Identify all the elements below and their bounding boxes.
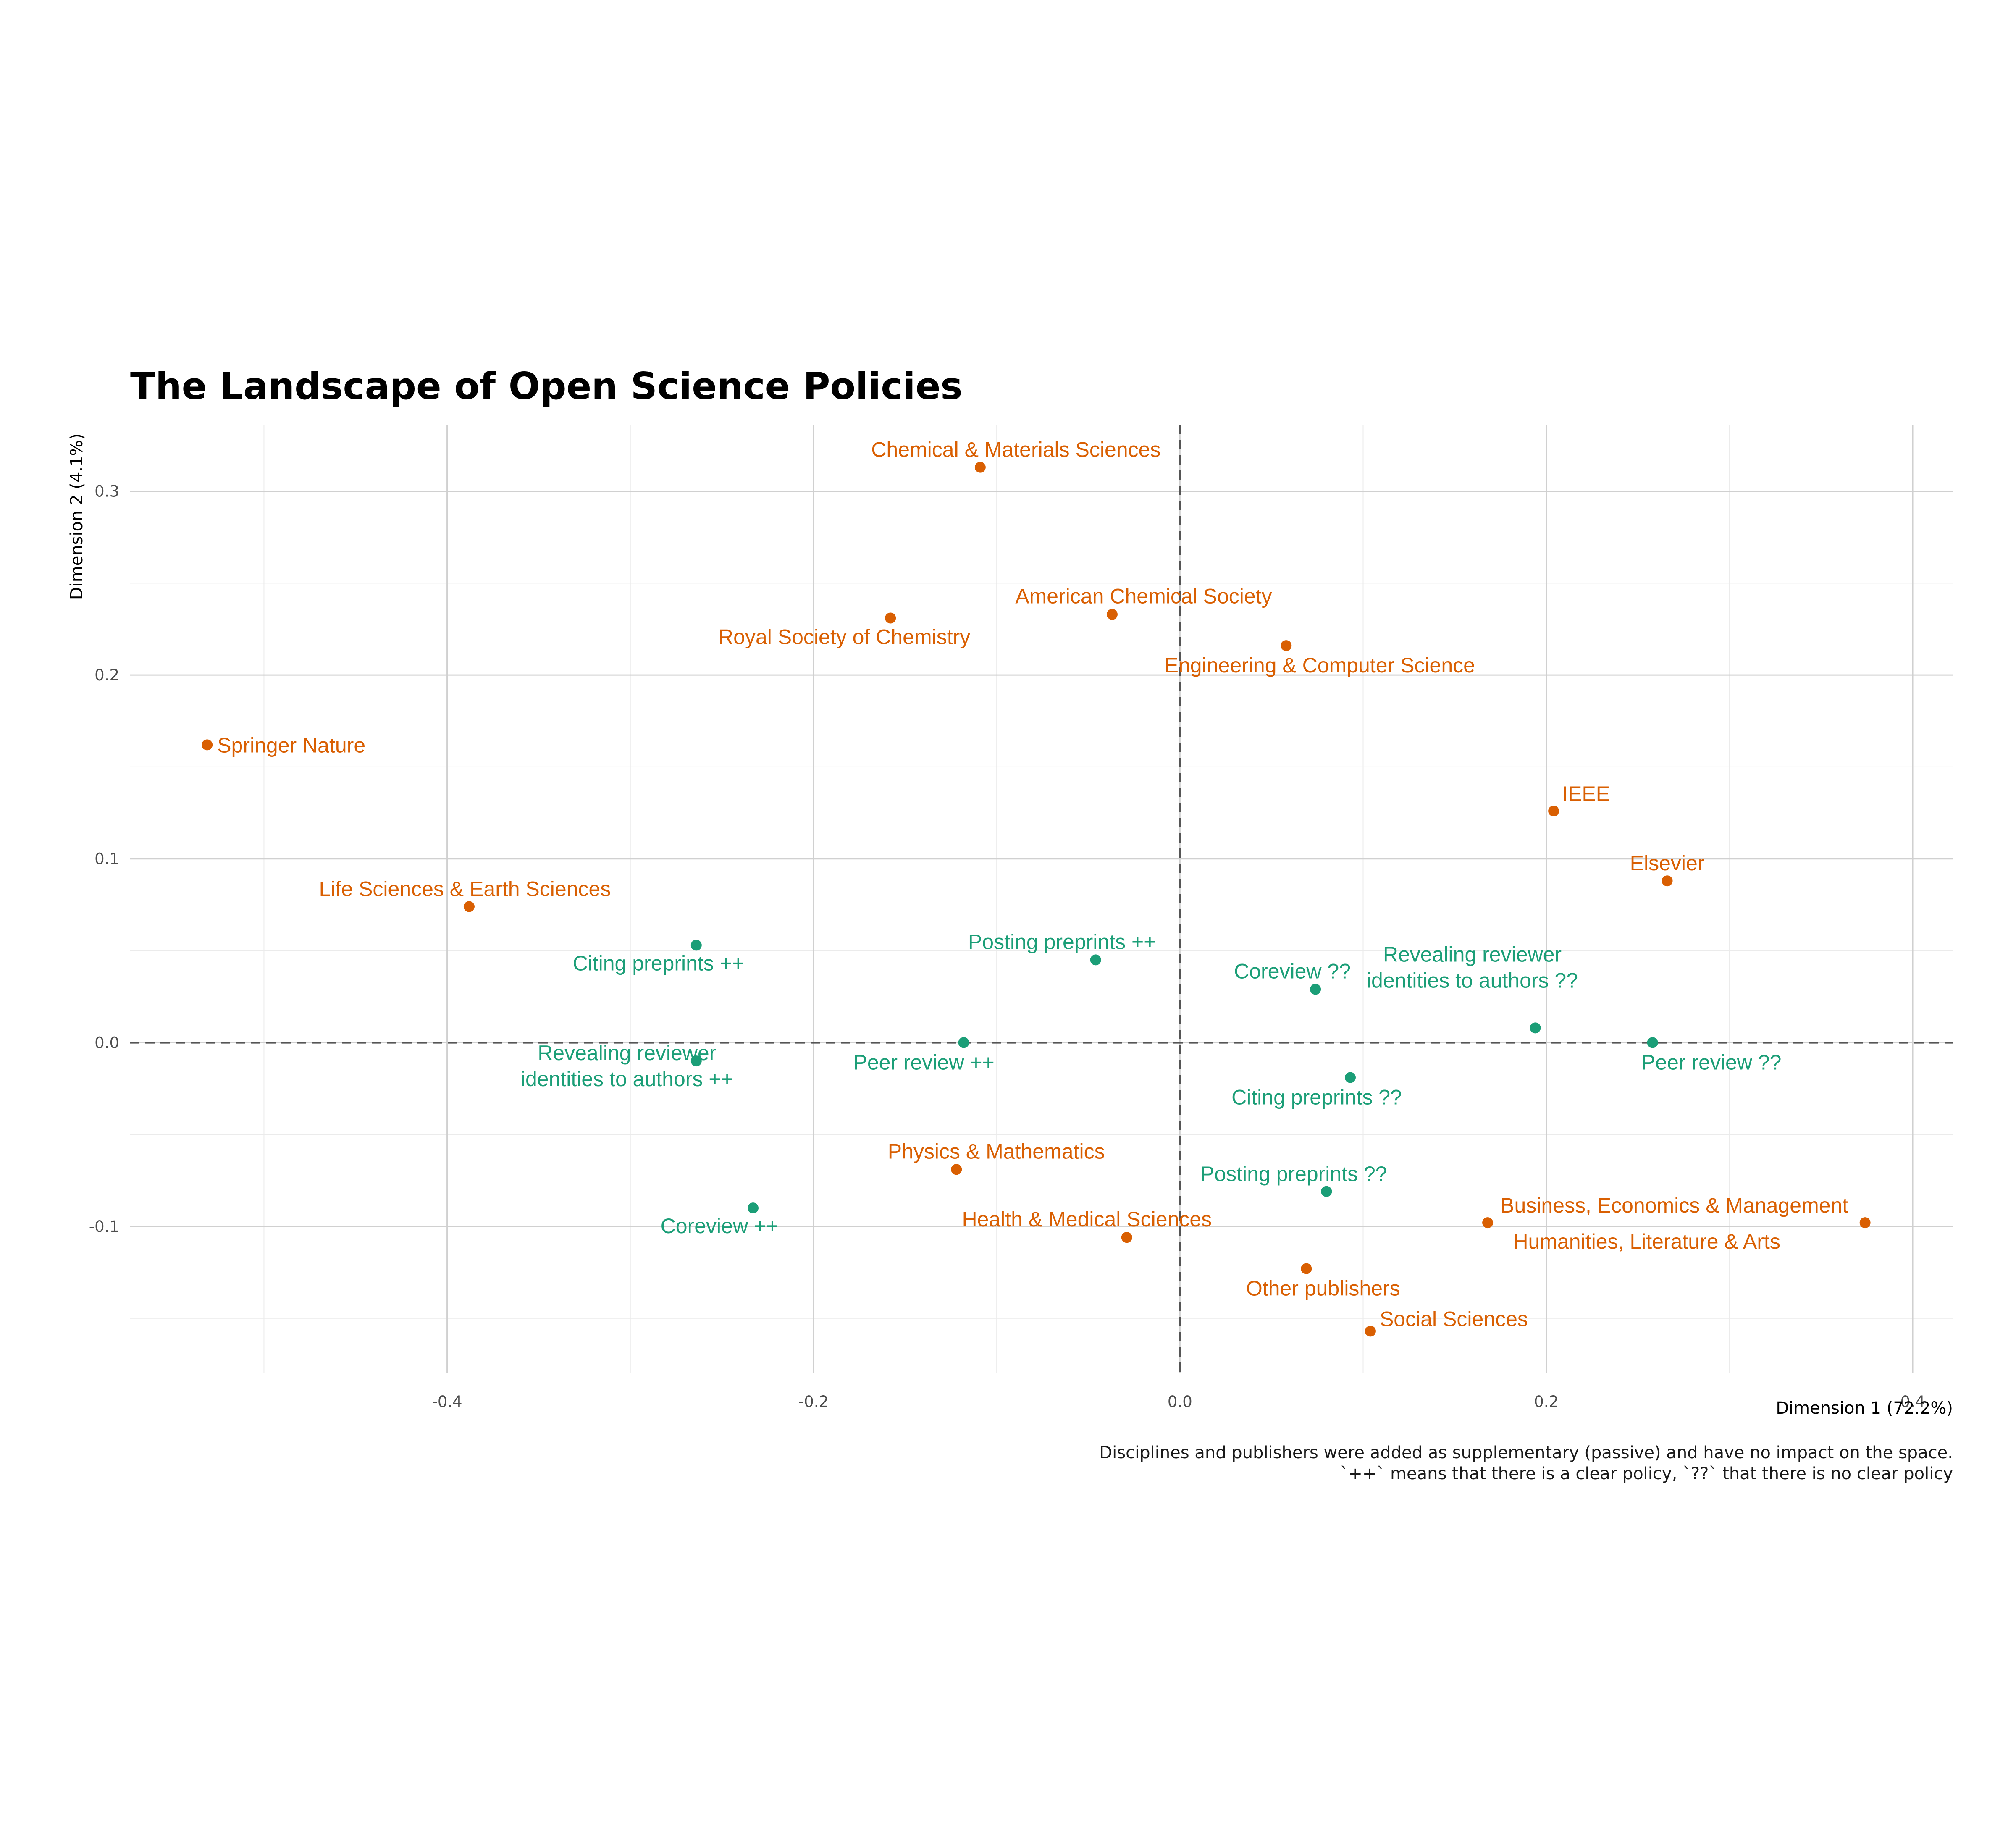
scatter-point: [974, 462, 986, 473]
point-label: Posting preprints ++: [968, 930, 1156, 953]
y-tick-label: 0.3: [94, 483, 119, 501]
scatter-point: [1090, 954, 1101, 966]
point-label: Royal Society of Chemistry: [718, 625, 970, 648]
x-tick-label: 0.4: [1900, 1393, 1925, 1411]
scatter-point: [1344, 1072, 1356, 1083]
scatter-point: [1365, 1326, 1376, 1337]
point-label: Citing preprints ??: [1231, 1085, 1402, 1109]
x-axis-title: Dimension 1 (72.2%): [1776, 1399, 1953, 1418]
scatter-point: [463, 901, 475, 912]
scatter-point: [1662, 875, 1673, 887]
point-label: Citing preprints ++: [573, 951, 745, 975]
point-label: identities to authors ++: [521, 1067, 733, 1091]
point-label: Coreview ??: [1234, 959, 1351, 983]
point-label: Life Sciences & Earth Sciences: [319, 877, 611, 901]
point-label: Health & Medical Sciences: [962, 1208, 1212, 1231]
point-label: IEEE: [1562, 782, 1610, 806]
point-label: Humanities, Literature & Arts: [1513, 1230, 1780, 1253]
scatter-point: [1106, 609, 1118, 620]
scatter-point: [1548, 805, 1559, 816]
axis-tick-labels: -0.4 -0.2 0.0 0.2 0.4 -0.1 0.0 0.1 0.2 0.3: [89, 483, 1925, 1411]
point-label: American Chemical Society: [1015, 585, 1272, 608]
point-labels: Citing preprints ++ Posting preprints ++ C…: [217, 438, 1848, 1331]
y-tick-label: 0.1: [94, 850, 119, 868]
point-label: Peer review ++: [853, 1050, 994, 1074]
scatter-point: [1281, 640, 1292, 651]
point-label: Other publishers: [1246, 1277, 1400, 1300]
scatter-point: [1530, 1022, 1541, 1034]
y-tick-label: 0.0: [94, 1034, 119, 1052]
point-label: Revealing reviewer: [1383, 942, 1562, 966]
scatter-point: [885, 612, 896, 624]
point-label: Posting preprints ??: [1200, 1162, 1387, 1186]
point-label: Springer Nature: [217, 733, 365, 757]
scatter-point: [1647, 1037, 1658, 1048]
x-tick-label: -0.4: [432, 1393, 462, 1411]
scatter-point: [1121, 1232, 1132, 1243]
scatter-point: [1321, 1186, 1332, 1197]
point-label: Coreview ++: [661, 1214, 779, 1238]
point-label: Elsevier: [1630, 851, 1705, 875]
scatter-point: [951, 1164, 962, 1175]
scatter-point: [690, 940, 702, 951]
point-label: Chemical & Materials Sciences: [871, 438, 1160, 462]
point-label: Revealing reviewer: [538, 1041, 716, 1065]
x-tick-label: 0.0: [1168, 1393, 1192, 1411]
point-label: Business, Economics & Management: [1500, 1194, 1848, 1217]
x-tick-label: -0.2: [798, 1393, 829, 1411]
y-axis-title: Dimension 2 (4.1%): [67, 433, 87, 600]
scatter-point: [1859, 1217, 1871, 1228]
y-tick-label: -0.1: [89, 1218, 119, 1236]
caption-line-2: `++` means that there is a clear policy,…: [1340, 1464, 1953, 1483]
point-label: Social Sciences: [1380, 1307, 1528, 1331]
y-tick-label: 0.2: [94, 666, 119, 684]
chart-title: The Landscape of Open Science Policies: [130, 365, 963, 408]
data-points: [202, 462, 1871, 1337]
x-tick-label: 0.2: [1534, 1393, 1559, 1411]
point-label: Engineering & Computer Science: [1165, 654, 1475, 677]
scatter-point: [1301, 1263, 1312, 1274]
caption-line-1: Disciplines and publishers were added as…: [1099, 1443, 1953, 1462]
scatter-point: [690, 1055, 702, 1067]
scatter-point: [202, 739, 213, 751]
point-label: Peer review ??: [1641, 1050, 1782, 1074]
scatter-point: [1482, 1217, 1494, 1228]
scatter-point: [748, 1202, 759, 1214]
point-label: Physics & Mathematics: [888, 1139, 1105, 1163]
scatter-point: [1310, 984, 1321, 995]
scatter-point: [958, 1037, 969, 1048]
plot-area: -0.4 -0.2 0.0 0.2 0.4 -0.1 0.0 0.1 0.2 0.3 Citing…: [89, 425, 1953, 1411]
point-label: identities to authors ??: [1367, 969, 1578, 992]
